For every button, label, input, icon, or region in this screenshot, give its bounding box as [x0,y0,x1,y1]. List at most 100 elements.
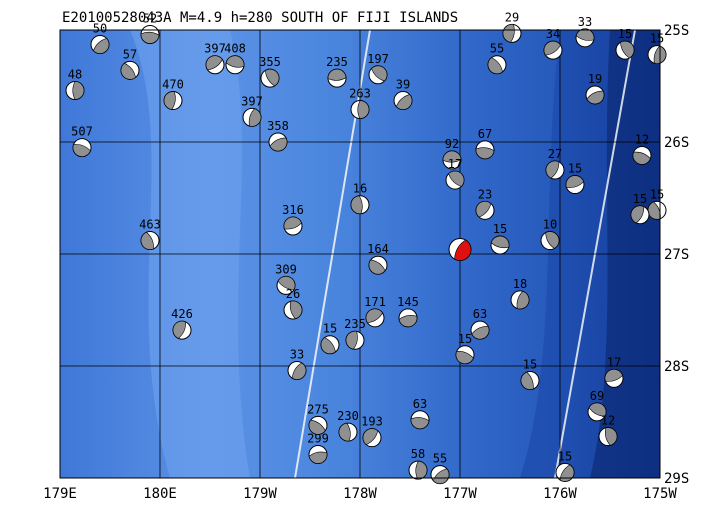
focal-mechanism [510,290,530,310]
depth-label: 50 [93,22,107,36]
focal-mechanism [475,200,495,220]
beachball-quadrant [487,57,503,74]
focal-mechanism [543,40,563,60]
focal-mechanism [448,238,472,262]
focal-mechanism [283,216,303,236]
focal-mechanism [430,465,450,485]
beachball-quadrant [283,216,302,230]
depth-label: 15 [633,192,647,206]
focal-mechanism [308,415,328,435]
depth-label: 15 [558,449,572,463]
depth-label: 17 [607,355,621,369]
beachball-quadrant [291,362,307,380]
y-tick-label: 26S [664,135,689,151]
beachball-quadrant [205,55,223,71]
depth-label: 15 [523,358,537,372]
events: 4850525747039740835539735850746342631630… [65,10,667,485]
x-tick-label: 179W [243,486,277,502]
depth-label: 10 [543,218,557,232]
focal-mechanism [475,140,495,160]
depth-label: 15 [618,27,632,41]
beachball-quadrant [93,38,110,54]
depth-label: 355 [259,55,281,69]
focal-mechanism [585,85,605,105]
x-tick-label: 177W [443,486,477,502]
focal-mechanism [140,231,160,251]
beachball-quadrant [327,68,347,81]
beachball-quadrant [72,81,85,100]
focal-mechanism [410,410,430,430]
depth-label: 63 [473,307,487,321]
focal-mechanism [615,40,635,60]
depth-label: 63 [413,397,427,411]
map-frame [59,29,661,479]
depth-label: 48 [68,67,82,81]
focal-mechanism [442,150,462,170]
depth-label: 235 [326,55,348,69]
depth-label: 15 [650,187,664,201]
depth-label: 69 [590,389,604,403]
depth-label: 33 [578,15,592,29]
depth-label: 463 [139,218,161,232]
beachball-quadrant [545,231,560,249]
beachball-quadrant [490,235,510,249]
depth-label: 197 [367,52,389,66]
beachball-quadrant [345,330,358,350]
beachball-quadrant [620,40,635,59]
beachball-quadrant [362,428,379,445]
beachball-quadrant [308,419,326,435]
focal-mechanism [163,91,183,111]
focal-mechanism [205,55,225,75]
focal-mechanism [242,107,262,127]
beachball-quadrant [448,170,465,187]
depth-label: 15 [323,322,337,336]
depth-label: 507 [71,125,93,139]
depth-label: 92 [445,137,459,151]
depth-label: 52 [143,11,157,25]
y-tick-label: 25S [664,23,689,39]
focal-mechanism [630,205,650,225]
focal-mechanism [587,402,607,422]
beachball-quadrant [632,151,651,165]
focal-mechanism [287,360,307,380]
beachball-quadrant [338,422,351,442]
beachball-quadrant [265,68,280,87]
beachball-quadrant [248,108,262,127]
depth-label: 426 [171,307,193,321]
depth-label: 27 [548,147,562,161]
beachball-quadrant [398,315,418,328]
beachball-quadrant [225,55,245,68]
depth-label: 408 [224,42,246,56]
depth-label: 15 [568,162,582,176]
depth-label: 12 [635,132,649,146]
focal-mechanism [283,300,303,320]
beachball-quadrant [163,91,176,110]
focal-mechanism [350,195,370,215]
focal-mechanism [276,275,296,295]
depth-label: 26 [286,287,300,301]
beachball-quadrant [604,369,623,382]
depth-label: 34 [546,27,560,41]
beachball-quadrant [475,201,492,218]
depth-label: 55 [433,452,447,466]
focal-mechanism [268,132,288,152]
focal-mechanism [65,80,85,100]
depth-label: 316 [282,203,304,217]
beachball-quadrant [432,468,450,484]
depth-label: 470 [162,78,184,92]
beachball-quadrant [140,231,154,250]
depth-label: 15 [650,32,664,46]
beachball-quadrant [365,308,383,324]
focal-mechanism [393,91,413,111]
depth-label: 299 [307,431,329,445]
focal-mechanism [345,330,365,350]
focal-mechanism [647,45,667,65]
beachball-quadrant [502,24,515,43]
beachball-quadrant [415,460,428,480]
focal-mechanism [72,138,92,158]
beachball-quadrant [410,417,430,430]
x-tick-label: 176W [543,486,577,502]
beachball-quadrant [565,175,584,188]
focal-mechanism [487,55,507,75]
